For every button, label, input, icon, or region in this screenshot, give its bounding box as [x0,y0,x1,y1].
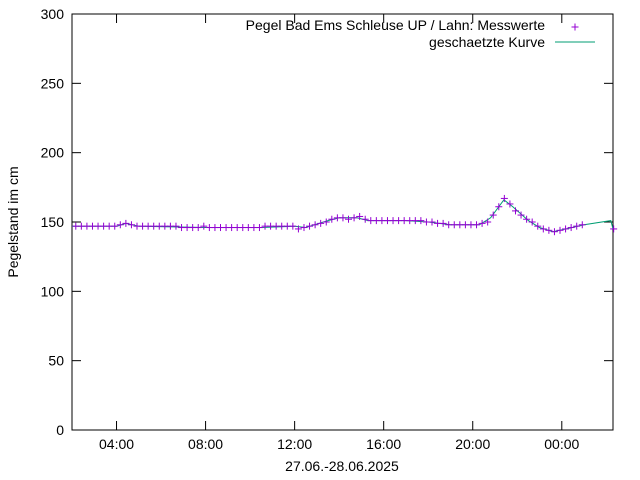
data-point [127,221,135,229]
data-point [506,200,514,208]
data-point [294,225,302,233]
data-point [562,225,570,233]
data-point [500,194,508,202]
data-point [417,217,425,225]
data-point [610,225,618,233]
data-point [428,218,436,226]
y-tick-label: 0 [56,422,64,438]
x-tick-label: 16:00 [366,436,401,452]
data-point [528,218,536,226]
data-point [523,215,531,223]
data-point [473,221,481,229]
data-point [116,221,124,229]
data-point [550,228,558,236]
data-point [339,214,347,222]
legend-label-curve: geschaetzte Kurve [429,34,545,50]
x-tick-label: 12:00 [277,436,312,452]
data-point [484,218,492,226]
data-point [578,221,586,229]
data-point [573,222,581,230]
data-point [478,219,486,227]
data-point [306,222,314,230]
data-point [300,224,308,232]
legend-marker-measurements [571,23,579,31]
data-point [289,222,297,230]
data-point [111,222,119,230]
y-tick-label: 200 [41,145,65,161]
legend: Pegel Bad Ems Schleuse UP / Lahn: Messwe… [246,17,595,50]
data-point [534,222,542,230]
y-tick-label: 300 [41,6,65,22]
y-tick-label: 250 [41,75,65,91]
data-point [556,226,564,234]
data-point [545,226,553,234]
data-point [439,219,447,227]
data-point [311,221,319,229]
points-layer [72,194,618,236]
data-point [350,214,358,222]
x-tick-label: 20:00 [455,436,490,452]
legend-marker-plus [571,23,579,31]
y-tick-label: 50 [48,353,64,369]
legend-label-measurements: Pegel Bad Ems Schleuse UP / Lahn: Messwe… [246,17,546,33]
data-point [495,203,503,211]
x-tick-label: 08:00 [188,436,223,452]
data-point [356,212,364,220]
data-point [255,224,263,232]
data-point [489,211,497,219]
data-point [517,211,525,219]
data-point [328,215,336,223]
y-tick-label: 100 [41,283,65,299]
y-tick-label: 150 [41,214,65,230]
y-axis-title: Pegelstand im cm [5,166,21,277]
data-point [511,207,519,215]
data-point [122,219,130,227]
data-point [172,222,180,230]
data-point [539,225,547,233]
ticks: 0 50 100 150 200 250 300 04:00 08:00 12:00 16:00 20… [41,6,613,452]
data-point [200,222,208,230]
data-point [322,218,330,226]
x-tick-label: 04:00 [99,436,134,452]
data-point [345,215,353,223]
data-point [567,224,575,232]
x-tick-label: 00:00 [544,436,579,452]
data-point [317,219,325,227]
data-point [194,224,202,232]
x-axis-title: 27.06.-28.06.2025 [285,458,399,474]
data-point [361,215,369,223]
